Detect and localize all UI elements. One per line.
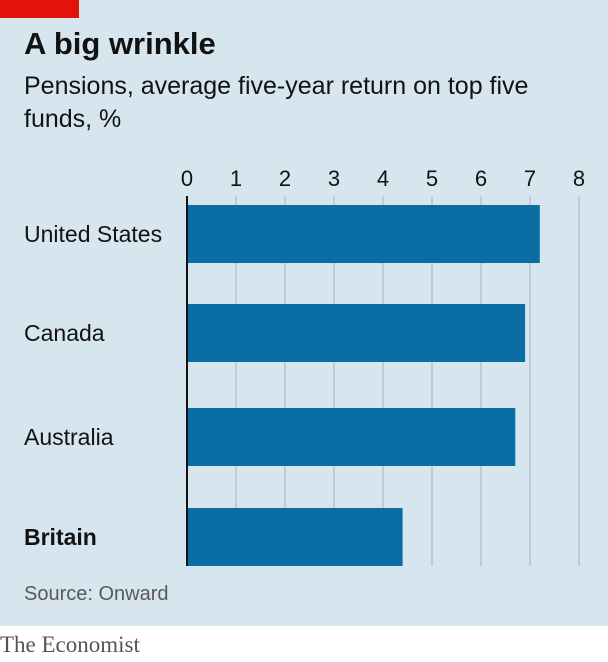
category-label: Britain (24, 524, 97, 550)
red-tag-decoration (0, 0, 79, 18)
bar-chart: 0 1 2 3 4 5 6 7 8 United States Canada Australia Br… (24, 166, 585, 566)
bar (187, 508, 403, 566)
chart-subtitle: Pensions, average five-year return on to… (24, 72, 529, 133)
category-label: United States (24, 221, 162, 247)
chart-title: A big wrinkle (24, 26, 216, 61)
x-tick-label: 0 (181, 166, 193, 191)
source-note: Source: Onward (24, 583, 169, 605)
x-tick-label: 5 (426, 166, 438, 191)
x-tick-label: 8 (573, 166, 585, 191)
bar (187, 205, 540, 263)
category-label: Canada (24, 320, 105, 346)
x-tick-label: 7 (524, 166, 536, 191)
bar (187, 304, 526, 362)
x-tick-label: 6 (475, 166, 487, 191)
category-label: Australia (24, 424, 114, 450)
chart-panel: A big wrinkle Pensions, average five-yea… (0, 0, 608, 626)
x-tick-label: 2 (279, 166, 291, 191)
brand-logo: The Economist (0, 632, 140, 657)
x-tick-label: 4 (377, 166, 389, 191)
x-tick-label: 1 (230, 166, 242, 191)
bar (187, 408, 516, 466)
x-tick-labels: 0 1 2 3 4 5 6 7 8 (181, 166, 585, 191)
bars (187, 205, 540, 566)
category-labels: United States Canada Australia Britain (24, 221, 162, 550)
x-tick-label: 3 (328, 166, 340, 191)
